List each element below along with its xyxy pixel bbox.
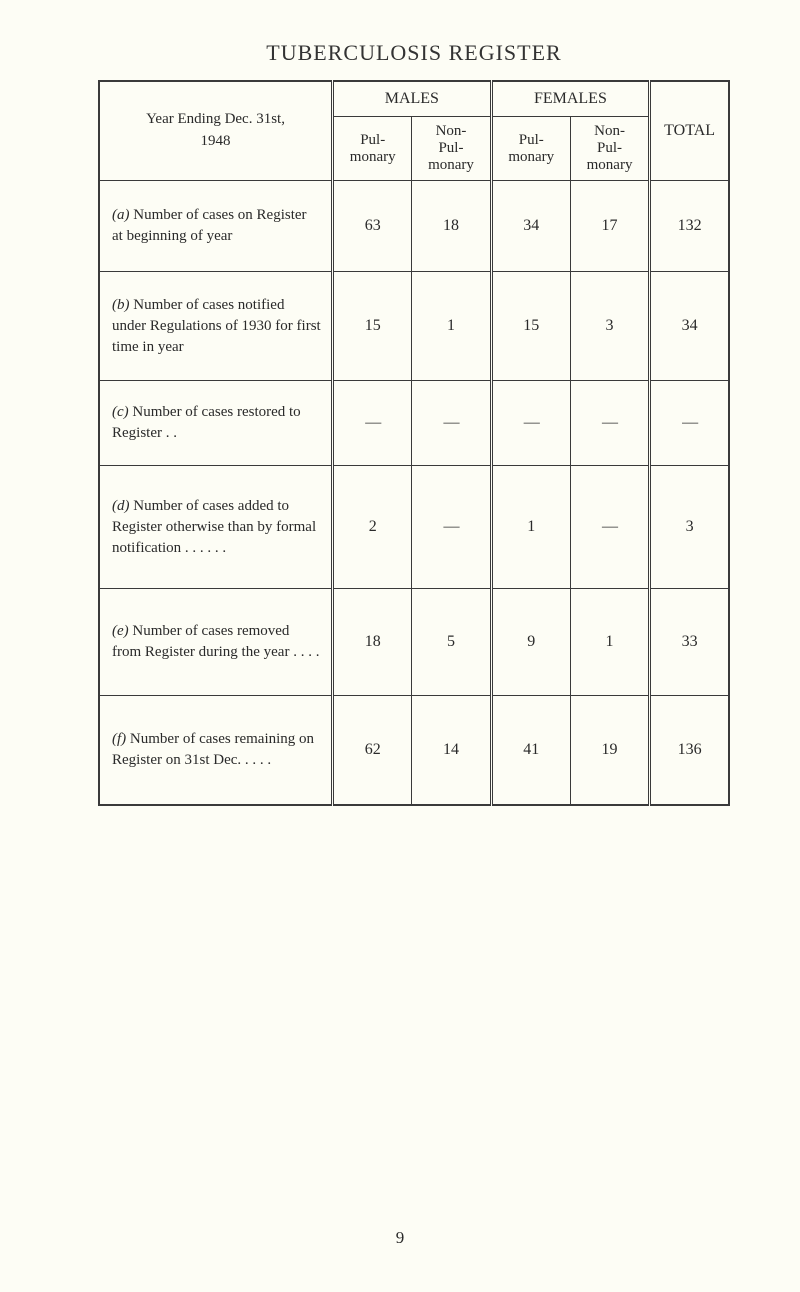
year-ending-header: Year Ending Dec. 31st, 1948 bbox=[99, 81, 333, 181]
table-row: (e) Number of cases removed from Registe… bbox=[99, 589, 729, 696]
table-cell: 34 bbox=[491, 181, 570, 272]
table-cell: 1 bbox=[491, 466, 570, 589]
row-description: (d) Number of cases added to Register ot… bbox=[99, 466, 333, 589]
table-cell: 136 bbox=[650, 696, 729, 806]
table-cell: 34 bbox=[650, 272, 729, 381]
row-description: (a) Number of cases on Register at begin… bbox=[99, 181, 333, 272]
table-cell: — bbox=[412, 381, 491, 466]
females-pul-header: Pul-monary bbox=[491, 117, 570, 181]
table-row: (f) Number of cases remaining on Registe… bbox=[99, 696, 729, 806]
table-cell: 3 bbox=[650, 466, 729, 589]
females-header: FEMALES bbox=[491, 81, 650, 117]
page-title: TUBERCULOSIS REGISTER bbox=[98, 40, 730, 66]
table-cell: 3 bbox=[570, 272, 649, 381]
row-description: (f) Number of cases remaining on Registe… bbox=[99, 696, 333, 806]
males-header: MALES bbox=[333, 81, 492, 117]
table-cell: 19 bbox=[570, 696, 649, 806]
total-header: TOTAL bbox=[650, 81, 729, 181]
table-cell: 63 bbox=[333, 181, 412, 272]
table-cell: 132 bbox=[650, 181, 729, 272]
row-description: (b) Number of cases notified under Regul… bbox=[99, 272, 333, 381]
table-cell: — bbox=[491, 381, 570, 466]
tb-register-table: Year Ending Dec. 31st, 1948 MALES FEMALE… bbox=[98, 80, 730, 806]
year-line1: Year Ending Dec. 31st, bbox=[146, 111, 285, 127]
table-cell: 62 bbox=[333, 696, 412, 806]
table-cell: 18 bbox=[412, 181, 491, 272]
table-cell: 5 bbox=[412, 589, 491, 696]
table-cell: 18 bbox=[333, 589, 412, 696]
table-row: (d) Number of cases added to Register ot… bbox=[99, 466, 729, 589]
table-cell: 1 bbox=[570, 589, 649, 696]
table-cell: 1 bbox=[412, 272, 491, 381]
table-cell: — bbox=[333, 381, 412, 466]
females-nonpul-header: Non-Pul-monary bbox=[570, 117, 649, 181]
year-line2: 1948 bbox=[201, 133, 231, 149]
row-description: (e) Number of cases removed from Registe… bbox=[99, 589, 333, 696]
table-cell: 17 bbox=[570, 181, 649, 272]
table-row: (a) Number of cases on Register at begin… bbox=[99, 181, 729, 272]
table-cell: — bbox=[412, 466, 491, 589]
table-cell: 9 bbox=[491, 589, 570, 696]
page-number: 9 bbox=[0, 1228, 800, 1248]
table-cell: 15 bbox=[333, 272, 412, 381]
table-cell: 33 bbox=[650, 589, 729, 696]
row-description: (c) Number of cases restored to Register… bbox=[99, 381, 333, 466]
table-cell: 15 bbox=[491, 272, 570, 381]
table-cell: 41 bbox=[491, 696, 570, 806]
table-row: (b) Number of cases notified under Regul… bbox=[99, 272, 729, 381]
males-nonpul-header: Non-Pul-monary bbox=[412, 117, 491, 181]
table-cell: — bbox=[570, 381, 649, 466]
table-cell: — bbox=[570, 466, 649, 589]
table-cell: 2 bbox=[333, 466, 412, 589]
males-pul-header: Pul-monary bbox=[333, 117, 412, 181]
table-cell: 14 bbox=[412, 696, 491, 806]
table-cell: — bbox=[650, 381, 729, 466]
table-row: (c) Number of cases restored to Register… bbox=[99, 381, 729, 466]
